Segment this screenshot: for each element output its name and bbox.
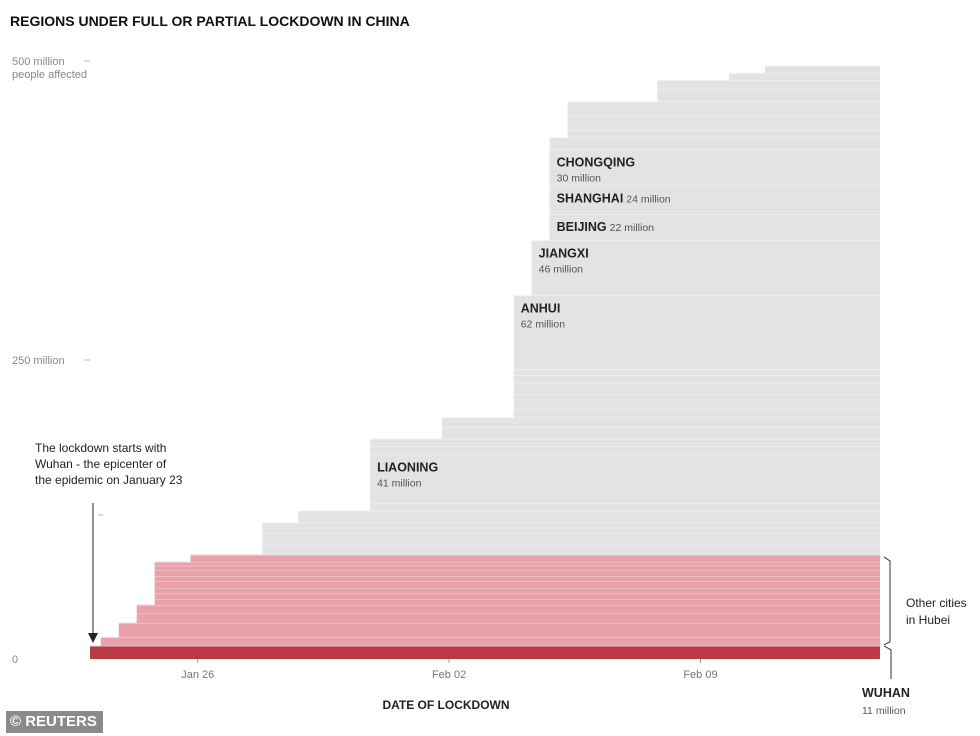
bar-region-27: [513, 375, 880, 383]
bar-region-22: [441, 426, 880, 439]
bar-region-15: [262, 533, 880, 546]
bar-region-28: [513, 369, 880, 376]
population-chongqing: 30 million: [557, 173, 602, 185]
bar-region-36: [567, 116, 880, 131]
y-tick-label-unit: people affected: [12, 69, 87, 81]
x-axis-title: DATE OF LOCKDOWN: [382, 698, 509, 712]
population-beijing: 22 million: [610, 222, 655, 234]
bar-region-38: [657, 89, 880, 102]
bar-jiangxi: [531, 240, 880, 296]
bar-region-18: [370, 503, 880, 511]
bar-region-10: [154, 570, 881, 577]
bar-region-40: [729, 72, 880, 81]
annotations: The lockdown starts with Wuhan - the epic…: [35, 441, 967, 717]
label-jiangxi: JIANGXI: [539, 246, 589, 260]
bar-region-4: [136, 605, 880, 614]
label-shanghai: SHANGHAI: [557, 191, 624, 205]
bar-region-16: [262, 522, 880, 534]
bar-region-12: [154, 562, 881, 566]
label-beijing: BEIJING: [557, 220, 607, 234]
y-tick-label: 500 million: [12, 56, 65, 68]
bar-anhui: [513, 295, 880, 370]
stacked-bars: [90, 65, 881, 659]
bar-region-17: [298, 510, 881, 523]
x-tick-label: Jan 26: [181, 669, 214, 681]
reuters-logo: © REUTERS: [6, 711, 103, 733]
region-labels: LIAONING 41 million ANHUI 62 million JIANGXI…: [377, 156, 671, 490]
bar-region-11: [154, 565, 881, 571]
hubei-label-line: Other cities: [906, 596, 967, 610]
label-chongqing: CHONGQING: [557, 156, 635, 170]
x-tick-label: Feb 09: [683, 669, 717, 681]
bar-region-41: [765, 65, 880, 73]
bar-region-34: [549, 137, 880, 150]
label-wuhan: WUHAN: [862, 686, 910, 700]
bar-region-8: [154, 581, 881, 589]
label-liaoning: LIAONING: [377, 460, 438, 474]
bar-beijing: [549, 214, 880, 241]
x-axis: Jan 26 Feb 02 Feb 09: [181, 659, 718, 681]
y-tick-label: 250 million: [12, 355, 65, 367]
bar-region-5: [154, 599, 881, 606]
bar-region-20: [370, 446, 880, 455]
lockdown-note-line: the epidemic on January 23: [35, 473, 183, 487]
population-anhui: 62 million: [521, 318, 566, 330]
population-liaoning: 41 million: [377, 477, 422, 489]
bar-region-23: [441, 417, 880, 427]
bar-wuhan: [90, 645, 880, 659]
population-shanghai: 24 million: [626, 193, 671, 205]
bar-region-25: [513, 394, 880, 410]
lockdown-note-line: The lockdown starts with: [35, 441, 166, 455]
bar-region-39: [657, 80, 880, 90]
bar-region-26: [513, 382, 880, 395]
bar-region-2: [118, 623, 880, 638]
population-wuhan: 11 million: [862, 705, 906, 717]
label-anhui: ANHUI: [521, 301, 561, 315]
population-jiangxi: 46 million: [539, 263, 584, 275]
bar-region-37: [567, 101, 880, 117]
lockdown-arrow-head: [88, 633, 98, 643]
bar-region-7: [154, 588, 881, 594]
hubei-bracket: [883, 556, 891, 646]
x-tick-label: Feb 02: [432, 669, 466, 681]
bar-region-35: [567, 130, 880, 138]
y-tick-label: 0: [12, 654, 18, 666]
lockdown-note-line: Wuhan - the epicenter of: [35, 457, 167, 471]
bar-shanghai: [549, 185, 880, 215]
hubei-label-line: in Hubei: [906, 613, 950, 627]
bar-region-9: [154, 576, 881, 582]
bar-region-13: [190, 554, 880, 563]
wuhan-bracket: [883, 645, 892, 679]
bar-region-3: [136, 613, 880, 624]
bar-region-14: [262, 545, 880, 555]
chart-title: REGIONS UNDER FULL OR PARTIAL LOCKDOWN I…: [10, 13, 410, 29]
bar-region-24: [513, 409, 880, 418]
bar-region-1: [100, 637, 881, 646]
bar-liaoning: [370, 454, 880, 504]
bar-region-21: [370, 438, 880, 447]
bar-region-6: [154, 593, 881, 600]
bar-chongqing: [549, 149, 880, 186]
